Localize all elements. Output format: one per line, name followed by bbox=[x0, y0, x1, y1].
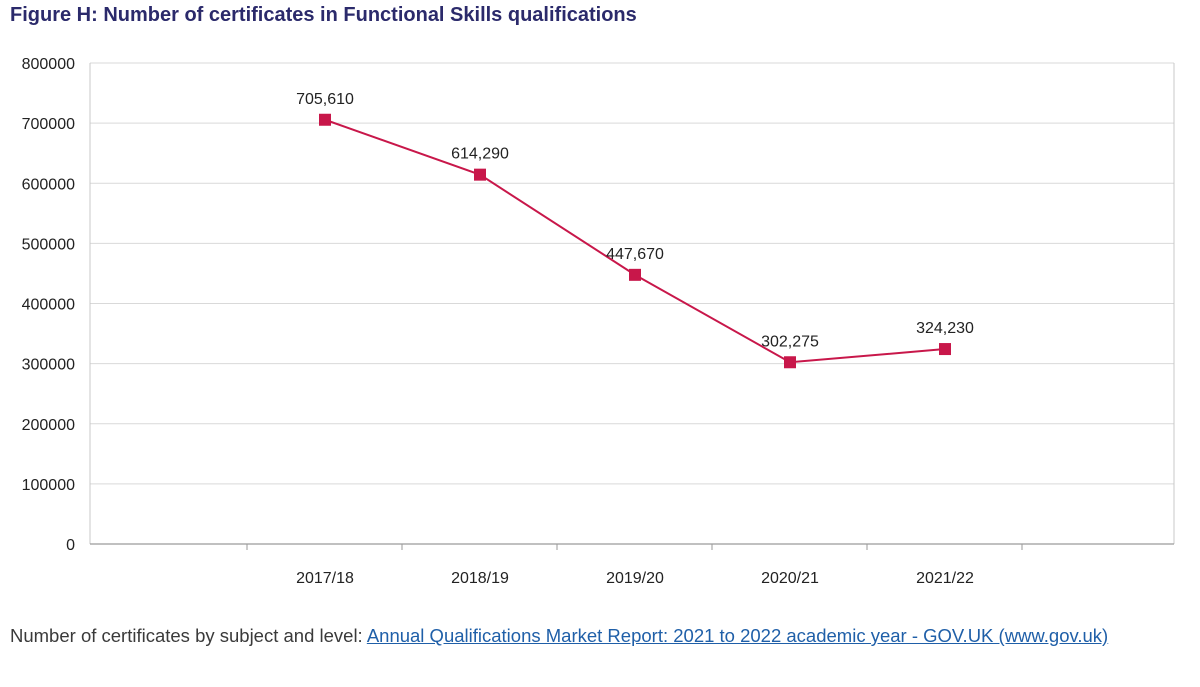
y-tick-label: 400000 bbox=[22, 297, 75, 314]
y-tick-label: 300000 bbox=[22, 357, 75, 374]
data-label: 447,670 bbox=[606, 246, 664, 263]
figure-caption: Number of certificates by subject and le… bbox=[10, 622, 1170, 649]
x-tick-label: 2020/21 bbox=[761, 570, 819, 587]
data-label: 705,610 bbox=[296, 91, 354, 108]
figure-title: Figure H: Number of certificates in Func… bbox=[10, 4, 637, 26]
data-point-marker bbox=[784, 356, 796, 369]
data-label: 302,275 bbox=[761, 333, 819, 350]
y-tick-label: 200000 bbox=[22, 417, 75, 434]
y-tick-label: 100000 bbox=[22, 477, 75, 494]
line-chart: 0 100000 200000 300000 400000 500000 600000 700… bbox=[22, 56, 1175, 587]
data-label: 614,290 bbox=[451, 146, 509, 163]
data-point-marker bbox=[939, 343, 951, 356]
y-tick-label: 800000 bbox=[22, 56, 75, 73]
x-tick-label: 2021/22 bbox=[916, 570, 974, 587]
caption-text: Number of certificates by subject and le… bbox=[10, 625, 367, 646]
y-tick-label: 700000 bbox=[22, 116, 75, 133]
data-point-marker bbox=[474, 168, 486, 181]
y-tick-label: 0 bbox=[66, 537, 75, 554]
data-point-marker bbox=[629, 268, 641, 281]
data-label: 324,230 bbox=[916, 320, 974, 337]
series-line bbox=[324, 118, 946, 364]
source-link[interactable]: Annual Qualifications Market Report: 202… bbox=[366, 625, 1109, 646]
x-tick-label: 2019/20 bbox=[606, 570, 664, 587]
data-point-marker bbox=[319, 113, 331, 126]
x-tick-label: 2018/19 bbox=[451, 570, 509, 587]
y-tick-label: 600000 bbox=[22, 176, 75, 193]
x-tick-label: 2017/18 bbox=[296, 570, 354, 587]
y-tick-label: 500000 bbox=[22, 236, 75, 253]
